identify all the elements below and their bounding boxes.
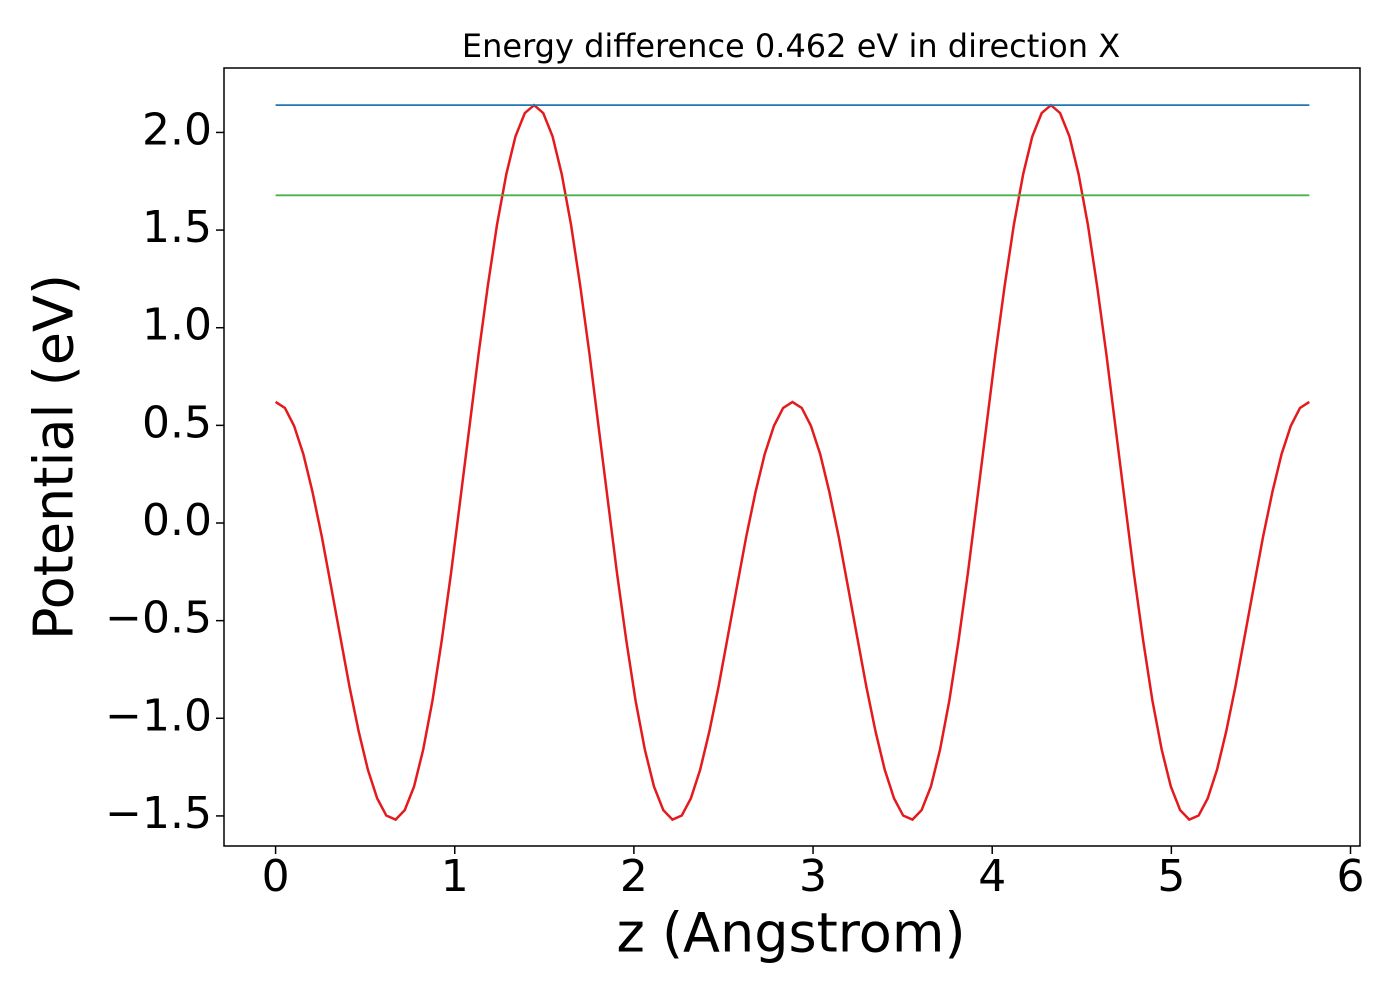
y-tick-label: 0.0 — [142, 495, 212, 546]
plot-frame — [223, 67, 1361, 847]
y-axis-label: Potential (eV) — [23, 274, 86, 640]
x-tick-label: 2 — [620, 851, 648, 902]
x-tick-label: 0 — [262, 851, 290, 902]
x-tick-label: 4 — [978, 851, 1006, 902]
chart-title: Energy difference 0.462 eV in direction … — [462, 27, 1120, 65]
y-tick-label: −1.5 — [105, 788, 212, 839]
y-tick-label: 1.0 — [142, 300, 212, 351]
series-line — [274, 103, 1310, 822]
x-tick-label: 1 — [441, 851, 469, 902]
x-tick-label: 3 — [799, 851, 827, 902]
x-tick-label: 5 — [1157, 851, 1185, 902]
y-tick-label: −1.0 — [105, 690, 212, 741]
y-tick-label: 1.5 — [142, 202, 212, 253]
x-axis-label: z (Angstrom) — [616, 902, 965, 965]
y-tick-label: 0.5 — [142, 397, 212, 448]
y-tick-label: −0.5 — [105, 593, 212, 644]
x-tick-label: 6 — [1337, 851, 1365, 902]
y-tick-label: 2.0 — [142, 104, 212, 155]
